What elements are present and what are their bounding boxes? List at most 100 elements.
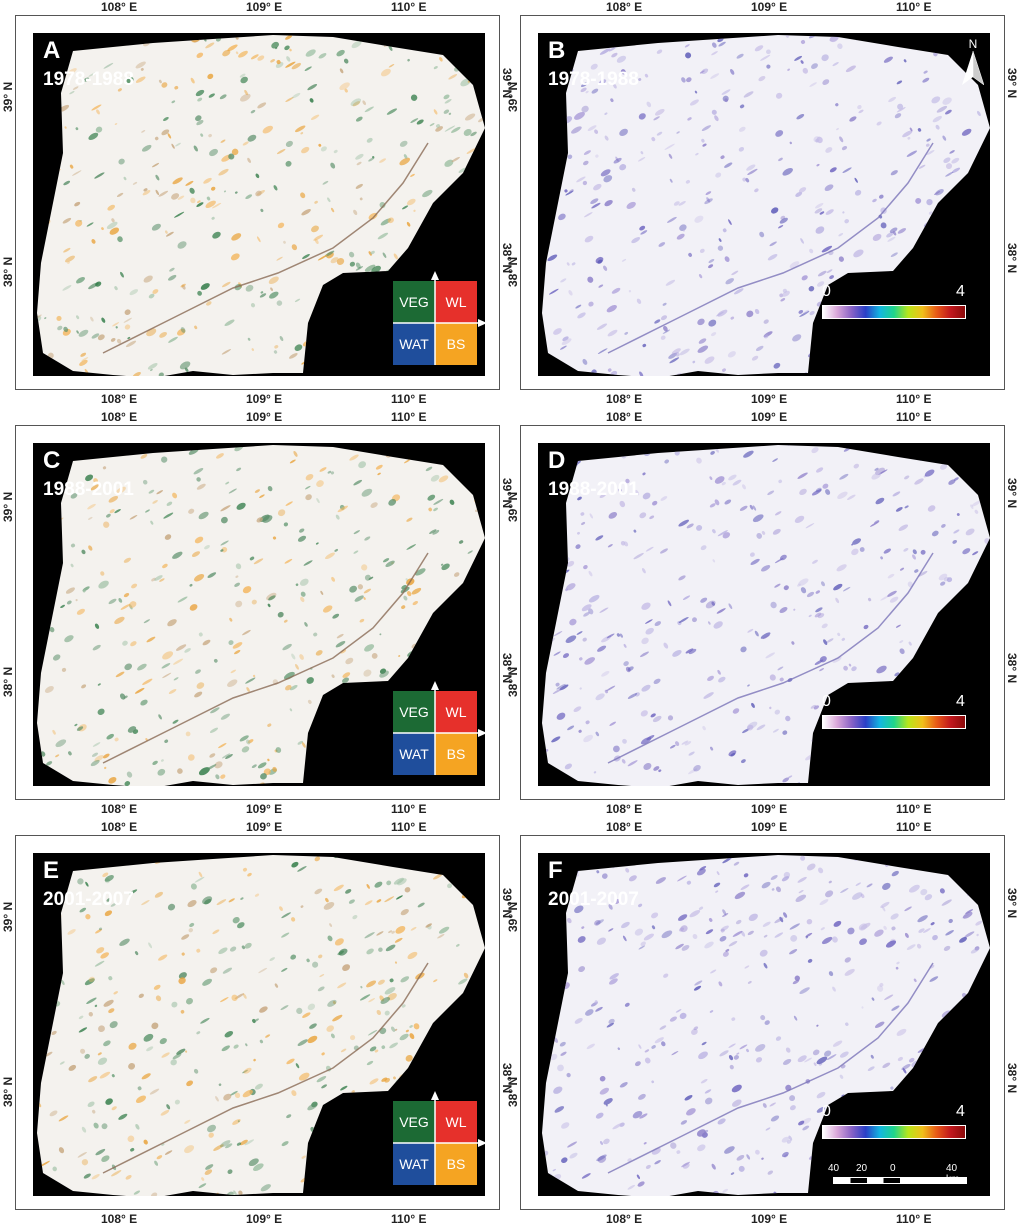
longitude-label: 110° E xyxy=(391,820,427,834)
legend-cell-bs: BS xyxy=(435,1143,477,1185)
longitude-label: 109° E xyxy=(751,410,788,424)
legend-cell-veg: VEG xyxy=(393,1101,435,1143)
longitude-label: 110° E xyxy=(896,820,932,834)
panel-period: 2001-2007 xyxy=(43,889,134,910)
river-line xyxy=(102,552,429,764)
change-direction-legend: VEG WL WAT BS xyxy=(393,271,487,365)
latitude-label: 38° N xyxy=(506,666,520,697)
longitude-label: 109° E xyxy=(246,392,283,406)
colorbar-gradient xyxy=(822,715,966,729)
latitude-label: 39° N xyxy=(1005,478,1019,509)
longitude-label: 110° E xyxy=(391,802,427,816)
quadrant-axes-arrows xyxy=(393,1091,487,1185)
latitude-label: 38° N xyxy=(1005,653,1019,684)
scale-bar-segments xyxy=(833,1177,967,1184)
scale-bar-label: 0 xyxy=(890,1163,896,1174)
quadrant-axes-arrows xyxy=(393,681,487,775)
colorbar-max-label: 4 xyxy=(956,1103,965,1120)
legend-cell-wat: WAT xyxy=(393,1143,435,1185)
legend-cell-wl: WL xyxy=(435,1101,477,1143)
map-area xyxy=(33,853,485,1196)
longitude-label: 108° E xyxy=(101,392,138,406)
longitude-label: 110° E xyxy=(896,1212,932,1226)
longitude-label: 109° E xyxy=(751,1212,788,1226)
panel-letter: E xyxy=(43,857,60,884)
panel-period: 1978-1988 xyxy=(43,69,134,90)
longitude-label: 108° E xyxy=(101,820,138,834)
river-line xyxy=(607,552,934,764)
latitude-label: 39° N xyxy=(1005,888,1019,919)
map-panel-a: 108° E 108° E 109° E 109° E 110° E 110° E 39° … xyxy=(1,0,514,406)
latitude-label: 38° N xyxy=(1005,243,1019,274)
longitude-label: 108° E xyxy=(606,802,643,816)
study-area xyxy=(37,445,485,786)
scale-bar-label: 40 xyxy=(828,1163,840,1174)
north-arrow-shape xyxy=(962,50,985,86)
longitude-label: 110° E xyxy=(391,1212,427,1226)
panel-letter: B xyxy=(548,37,566,64)
river-line xyxy=(102,142,429,354)
colorbar-min-label: 0 xyxy=(822,1103,831,1120)
river-line xyxy=(607,142,934,354)
longitude-label: 110° E xyxy=(896,0,932,14)
latitude-label: 38° N xyxy=(1,666,15,697)
longitude-label: 108° E xyxy=(606,0,643,14)
change-direction-legend: VEG WL WAT BS xyxy=(393,1091,487,1185)
longitude-label: 110° E xyxy=(391,392,427,406)
longitude-label: 109° E xyxy=(246,0,283,14)
scale-bar-label: 20 xyxy=(856,1163,868,1174)
map-panel-f: 108° E 108° E 109° E 109° E 110° E 110° E 39° … xyxy=(506,820,1019,1226)
latitude-label: 39° N xyxy=(506,901,520,932)
legend-cell-wat: WAT xyxy=(393,323,435,365)
longitude-label: 110° E xyxy=(896,392,932,406)
latitude-label: 39° N xyxy=(1,491,15,522)
legend-cell-wl: WL xyxy=(435,281,477,323)
longitude-label: 109° E xyxy=(246,820,283,834)
longitude-label: 108° E xyxy=(101,410,138,424)
latitude-label: 38° N xyxy=(1,1076,15,1107)
river-line xyxy=(102,962,429,1174)
latitude-label: 38° N xyxy=(506,256,520,287)
legend-cell-bs: BS xyxy=(435,733,477,775)
latitude-label: 39° N xyxy=(1005,68,1019,99)
colorbar-max-label: 4 xyxy=(956,283,965,300)
longitude-label: 110° E xyxy=(896,802,932,816)
longitude-label: 110° E xyxy=(896,410,932,424)
colorbar-gradient xyxy=(822,1125,966,1139)
study-area xyxy=(37,855,485,1196)
panel-letter: D xyxy=(548,447,566,474)
change-map-image xyxy=(542,35,990,376)
longitude-label: 108° E xyxy=(101,1212,138,1226)
map-panel-c: 108° E 108° E 109° E 109° E 110° E 110° E 39° … xyxy=(1,410,514,816)
longitude-label: 109° E xyxy=(246,802,283,816)
quadrant-axes-arrows xyxy=(393,271,487,365)
longitude-label: 110° E xyxy=(391,0,427,14)
latitude-label: 39° N xyxy=(1,81,15,112)
longitude-label: 108° E xyxy=(101,0,138,14)
panel-period: 1988-2001 xyxy=(43,479,134,500)
panel-period: 1978-1988 xyxy=(548,69,639,90)
legend-cell-wat: WAT xyxy=(393,733,435,775)
panel-period: 1988-2001 xyxy=(548,479,639,500)
longitude-label: 109° E xyxy=(246,1212,283,1226)
legend-cell-veg: VEG xyxy=(393,691,435,733)
colorbar-max-label: 4 xyxy=(956,693,965,710)
panel-letter: F xyxy=(548,857,563,884)
colorbar-min-label: 0 xyxy=(822,693,831,710)
longitude-label: 109° E xyxy=(751,0,788,14)
legend-cell-wl: WL xyxy=(435,691,477,733)
panel-letter: A xyxy=(43,37,61,64)
change-map-image xyxy=(37,445,485,786)
change-direction-legend: VEG WL WAT BS xyxy=(393,681,487,775)
longitude-label: 108° E xyxy=(606,820,643,834)
change-map-image xyxy=(37,855,485,1196)
longitude-label: 109° E xyxy=(246,410,283,424)
longitude-label: 109° E xyxy=(751,820,788,834)
panel-period: 2001-2007 xyxy=(548,889,639,910)
latitude-label: 38° N xyxy=(1005,1063,1019,1094)
latitude-label: 38° N xyxy=(1,256,15,287)
latitude-label: 39° N xyxy=(506,81,520,112)
change-map-image xyxy=(542,855,990,1196)
